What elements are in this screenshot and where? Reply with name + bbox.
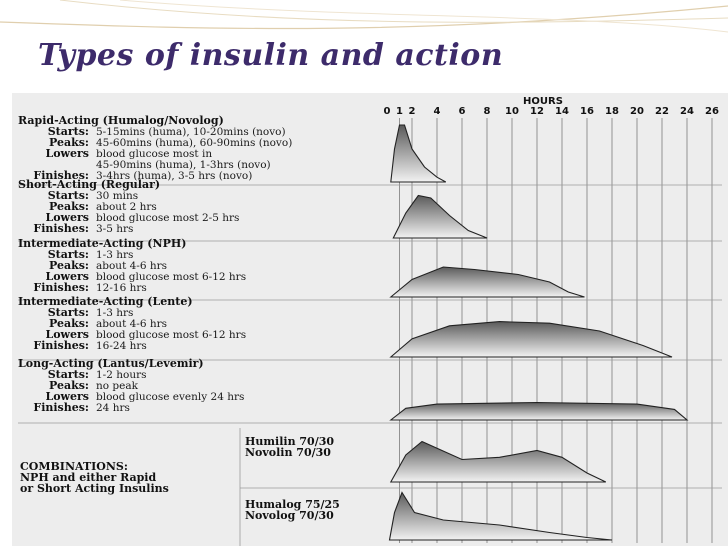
insulin-property-value: about 2 hrs — [96, 201, 157, 213]
action-curve-lente — [389, 321, 673, 358]
hour-tick-label: 8 — [484, 106, 491, 117]
hour-tick-label: 10 — [505, 106, 519, 117]
axis-title: HOURS — [523, 96, 563, 107]
insulin-property-label: Lowers — [45, 270, 89, 283]
hour-tick-label: 26 — [705, 106, 719, 117]
insulin-type-header: Intermediate-Acting (Lente) — [18, 295, 193, 308]
hour-tick-label: 14 — [555, 106, 569, 117]
combination-product-name: Humalog 75/25 — [245, 498, 340, 511]
insulin-property-label: Lowers — [45, 328, 89, 341]
insulin-property-value: 3-5 hrs — [96, 223, 133, 235]
hour-tick-label: 18 — [605, 106, 619, 117]
action-curve-humilin — [389, 440, 607, 483]
insulin-property-label: Lowers — [45, 211, 89, 224]
insulin-type-header: Rapid-Acting (Humalog/Novolog) — [18, 114, 224, 127]
hour-tick-label: 1 — [396, 106, 403, 117]
insulin-property-label: Starts: — [48, 125, 89, 138]
chart-panel — [12, 93, 728, 546]
insulin-property-value: 16-24 hrs — [96, 340, 147, 352]
hour-tick-label: 22 — [655, 106, 669, 117]
insulin-property-value: blood glucose most 6-12 hrs — [96, 329, 246, 341]
insulin-property-label: Peaks: — [49, 200, 89, 213]
insulin-property-value: 1-3 hrs — [96, 249, 133, 261]
insulin-property-label: Finishes: — [33, 339, 89, 352]
insulin-property-label: Peaks: — [49, 379, 89, 392]
combination-product-name: Humilin 70/30 — [245, 435, 334, 448]
insulin-property-label: Starts: — [48, 248, 89, 261]
combinations-description: NPH and either Rapid — [20, 471, 156, 484]
hour-tick-label: 6 — [459, 106, 466, 117]
action-curve-short — [392, 194, 488, 239]
insulin-property-label: Finishes: — [33, 401, 89, 414]
insulin-property-label: Lowers — [45, 147, 89, 160]
insulin-property-value: blood glucose evenly 24 hrs — [96, 391, 244, 403]
combination-product-name: Novolog 70/30 — [245, 509, 334, 522]
insulin-property-value: no peak — [96, 380, 139, 392]
insulin-property-value: 12-16 hrs — [96, 282, 147, 294]
insulin-type-header: Intermediate-Acting (NPH) — [18, 237, 186, 250]
insulin-property-label: Starts: — [48, 306, 89, 319]
title-decoration — [0, 0, 728, 33]
insulin-property-label: Finishes: — [33, 169, 89, 182]
insulin-property-value: 45-90mins (huma), 1-3hrs (novo) — [96, 159, 271, 171]
slide-title: Types of insulin and action — [38, 38, 504, 73]
insulin-property-value: about 4-6 hrs — [96, 318, 167, 330]
insulin-property-label: Starts: — [48, 189, 89, 202]
insulin-property-value: 30 mins — [96, 190, 138, 202]
action-curve-long — [389, 401, 689, 421]
insulin-property-value: 45-60mins (huma), 60-90mins (novo) — [96, 137, 292, 149]
hour-tick-label: 20 — [630, 106, 644, 117]
insulin-property-value: 3-4hrs (huma), 3-5 hrs (novo) — [96, 170, 252, 182]
hour-tick-label: 16 — [580, 106, 594, 117]
decorative-swoosh — [119, 0, 728, 33]
insulin-property-label: Peaks: — [49, 259, 89, 272]
insulin-property-value: blood glucose most 2-5 hrs — [96, 212, 239, 224]
hour-tick-label: 4 — [434, 106, 441, 117]
insulin-property-label: Peaks: — [49, 317, 89, 330]
hour-tick-label: 12 — [530, 106, 544, 117]
insulin-type-header: Short-Acting (Regular) — [18, 178, 160, 191]
combinations-header: COMBINATIONS: — [20, 460, 128, 473]
insulin-property-label: Peaks: — [49, 136, 89, 149]
insulin-property-value: 24 hrs — [96, 402, 130, 414]
insulin-property-value: about 4-6 hrs — [96, 260, 167, 272]
decorative-swoosh — [0, 5, 728, 30]
combination-product-name: Novolin 70/30 — [245, 446, 331, 459]
decorative-swoosh — [59, 0, 728, 23]
hour-tick-label: 2 — [409, 106, 416, 117]
action-curve-rapid — [390, 124, 447, 183]
hour-tick-label: 24 — [680, 106, 694, 117]
insulin-property-value: 1-2 hours — [96, 369, 147, 381]
hour-tick-label: 0 — [384, 106, 391, 117]
action-curve-humalog — [388, 491, 613, 541]
insulin-type-header: Long-Acting (Lantus/Levemir) — [18, 357, 204, 370]
action-curve-nph — [389, 266, 585, 298]
insulin-property-value: 5-15mins (huma), 10-20mins (novo) — [96, 126, 286, 138]
insulin-property-label: Starts: — [48, 368, 89, 381]
insulin-property-label: Finishes: — [33, 281, 89, 294]
insulin-property-label: Lowers — [45, 390, 89, 403]
insulin-property-value: blood glucose most in — [96, 148, 212, 160]
insulin-property-value: blood glucose most 6-12 hrs — [96, 271, 246, 283]
combinations-description: or Short Acting Insulins — [20, 482, 169, 495]
insulin-property-value: 1-3 hrs — [96, 307, 133, 319]
insulin-property-label: Finishes: — [33, 222, 89, 235]
